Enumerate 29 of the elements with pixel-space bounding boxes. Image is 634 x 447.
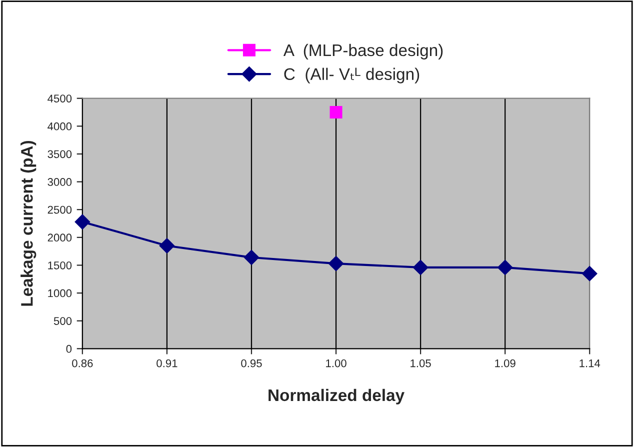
x-tick-label: 1.14 (580, 359, 600, 368)
x-tick-label: 0.95 (241, 359, 262, 368)
y-tick-label: 4500 (48, 94, 72, 102)
point (412, 260, 428, 276)
point (74, 214, 90, 230)
y-tick-label: 2500 (48, 206, 72, 214)
point (582, 266, 598, 282)
x-tick-label: 1.00 (326, 359, 346, 368)
y-tick-label: 1000 (48, 289, 72, 298)
y-tick-label: 0 (66, 344, 72, 353)
point (330, 106, 342, 118)
x-tick-label: 1.09 (495, 359, 516, 368)
y-axis-title: Leakage current (pA) (20, 140, 36, 306)
point (328, 256, 344, 272)
legend-label: A (MLP-base design) (283, 44, 443, 60)
point (244, 250, 260, 265)
y-tick-label: 500 (54, 317, 72, 325)
legend-label: C (All- Vₜᴸ design) (284, 68, 420, 84)
y-tick-label: 3000 (48, 178, 72, 186)
y-tick-label: 3500 (48, 150, 72, 158)
y-tick-label: 4000 (48, 122, 72, 130)
x-axis-title: Normalized delay (268, 388, 404, 404)
x-tick-label: 0.91 (156, 359, 178, 368)
y-tick-label: 1500 (48, 261, 72, 270)
y-tick-label: 2000 (48, 234, 72, 242)
point (498, 260, 513, 276)
point (159, 238, 175, 254)
x-tick-label: 1.05 (410, 359, 431, 368)
x-tick-label: 0.86 (72, 359, 93, 368)
